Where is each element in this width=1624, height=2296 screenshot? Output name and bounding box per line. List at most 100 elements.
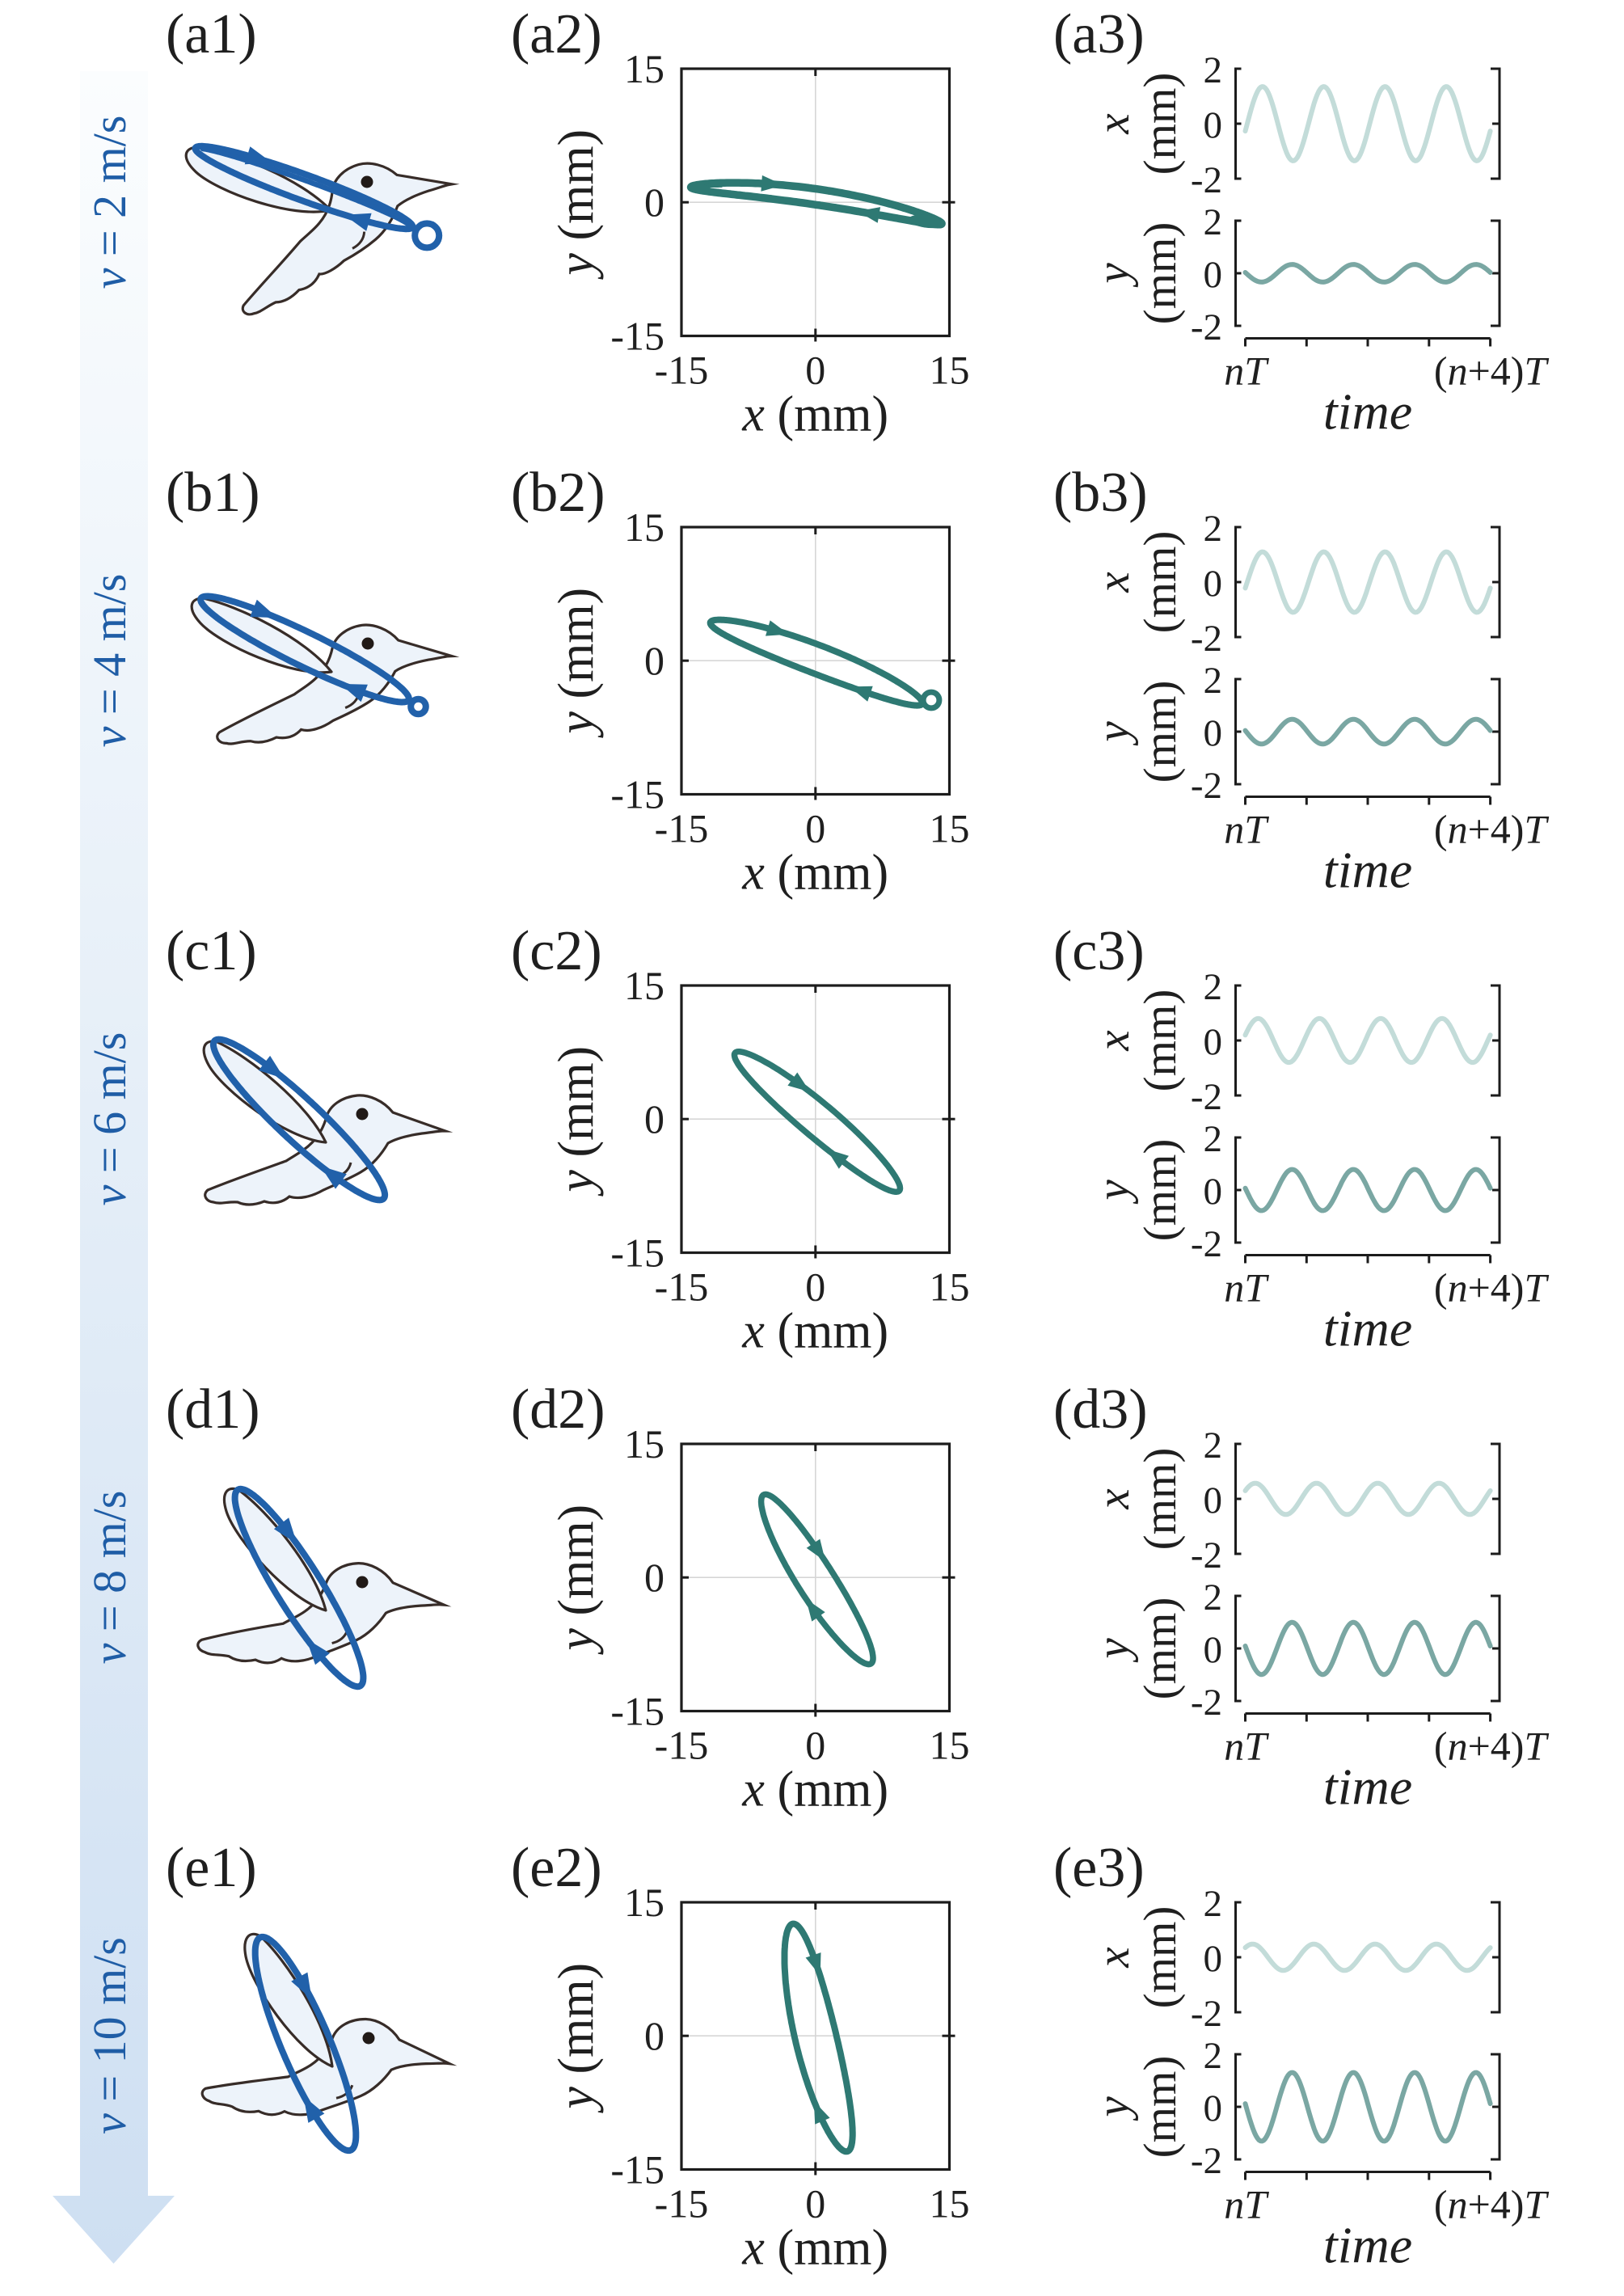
svg-text:(n+4)T: (n+4)T [1434, 348, 1550, 394]
svg-text:-2: -2 [1191, 1682, 1222, 1724]
svg-text:2: 2 [1204, 660, 1223, 702]
svg-text:(n+4)T: (n+4)T [1434, 2182, 1550, 2227]
svg-text:0: 0 [805, 806, 825, 851]
svg-text:(c2): (c2) [511, 920, 602, 982]
svg-text:2: 2 [1204, 966, 1223, 1008]
svg-text:-2: -2 [1191, 159, 1222, 201]
svg-text:v = 6 m/s: v = 6 m/s [83, 1032, 136, 1206]
svg-text:v = 4 m/s: v = 4 m/s [83, 574, 136, 748]
svg-text:-15: -15 [655, 2181, 709, 2226]
svg-text:(mm): (mm) [1135, 1597, 1186, 1700]
svg-text:(n+4)T: (n+4)T [1434, 1724, 1550, 1769]
svg-text:(mm): (mm) [1135, 1906, 1186, 2009]
svg-text:(mm): (mm) [1135, 531, 1186, 634]
svg-text:0: 0 [1204, 563, 1223, 605]
svg-text:time: time [1323, 1300, 1412, 1357]
svg-text:0: 0 [644, 179, 664, 225]
svg-text:0: 0 [644, 2013, 664, 2058]
svg-text:x (mm): x (mm) [741, 2221, 888, 2276]
svg-text:0: 0 [1204, 1629, 1223, 1671]
svg-text:0: 0 [1204, 104, 1223, 146]
svg-text:(e1): (e1) [166, 1837, 257, 1899]
svg-text:x: x [1088, 1947, 1139, 1968]
svg-text:-15: -15 [655, 1264, 709, 1310]
svg-text:0: 0 [644, 1096, 664, 1142]
svg-text:time: time [1323, 1758, 1412, 1816]
svg-text:y: y [1088, 263, 1139, 288]
svg-text:nT: nT [1224, 348, 1269, 394]
svg-text:2: 2 [1204, 1576, 1223, 1619]
svg-text:-2: -2 [1191, 1993, 1222, 2035]
svg-text:15: 15 [930, 2181, 970, 2226]
svg-text:2: 2 [1204, 508, 1223, 550]
svg-text:x (mm): x (mm) [741, 846, 888, 901]
svg-text:(c3): (c3) [1053, 920, 1145, 982]
svg-text:v = 2 m/s: v = 2 m/s [83, 116, 136, 289]
svg-text:0: 0 [805, 2181, 825, 2226]
svg-text:(mm): (mm) [1135, 73, 1186, 175]
svg-text:0: 0 [1204, 1171, 1223, 1213]
svg-text:y: y [1088, 1180, 1139, 1205]
svg-text:-2: -2 [1191, 618, 1222, 660]
svg-text:y: y [1088, 2096, 1139, 2121]
svg-text:v = 10 m/s: v = 10 m/s [83, 1937, 136, 2134]
svg-text:nT: nT [1224, 1265, 1269, 1310]
svg-text:-15: -15 [610, 2147, 664, 2193]
svg-text:v = 8 m/s: v = 8 m/s [83, 1491, 136, 1665]
svg-text:-2: -2 [1191, 306, 1222, 348]
svg-text:(d1): (d1) [166, 1378, 260, 1441]
svg-text:0: 0 [644, 638, 664, 683]
svg-text:x: x [1088, 572, 1139, 593]
svg-text:time: time [1323, 383, 1412, 441]
svg-text:(n+4)T: (n+4)T [1434, 1265, 1550, 1310]
svg-text:(c1): (c1) [166, 920, 257, 982]
svg-text:0: 0 [805, 1723, 825, 1768]
svg-text:(a3): (a3) [1053, 3, 1145, 65]
svg-text:(a1): (a1) [166, 3, 257, 65]
svg-text:15: 15 [624, 963, 664, 1008]
svg-text:(mm): (mm) [1135, 1139, 1186, 1242]
svg-text:15: 15 [624, 504, 664, 550]
svg-text:0: 0 [1204, 2087, 1223, 2129]
svg-text:-2: -2 [1191, 1076, 1222, 1118]
svg-text:(mm): (mm) [1135, 1448, 1186, 1551]
svg-text:-2: -2 [1191, 765, 1222, 807]
svg-text:15: 15 [930, 1723, 970, 1768]
svg-text:-15: -15 [610, 314, 664, 359]
svg-text:y (mm): y (mm) [549, 129, 604, 281]
svg-text:y: y [1088, 1638, 1139, 1663]
svg-text:0: 0 [1204, 254, 1223, 296]
svg-text:(d2): (d2) [511, 1378, 605, 1441]
svg-text:nT: nT [1224, 2182, 1269, 2227]
svg-text:15: 15 [930, 348, 970, 393]
svg-text:(mm): (mm) [1135, 681, 1186, 783]
svg-text:-15: -15 [610, 1230, 664, 1276]
svg-text:(mm): (mm) [1135, 990, 1186, 1092]
svg-text:(mm): (mm) [1135, 2056, 1186, 2159]
svg-text:15: 15 [930, 806, 970, 851]
svg-text:0: 0 [805, 348, 825, 393]
svg-text:y (mm): y (mm) [549, 1963, 604, 2114]
svg-text:(b3): (b3) [1053, 462, 1148, 524]
svg-text:nT: nT [1224, 807, 1269, 852]
svg-text:(d3): (d3) [1053, 1378, 1148, 1441]
svg-text:x: x [1088, 1030, 1139, 1051]
svg-text:-15: -15 [655, 348, 709, 393]
svg-text:y (mm): y (mm) [549, 1046, 604, 1197]
svg-text:2: 2 [1204, 49, 1223, 91]
svg-text:0: 0 [1204, 712, 1223, 754]
svg-text:(b2): (b2) [511, 462, 605, 524]
svg-text:0: 0 [644, 1555, 664, 1600]
svg-text:0: 0 [1204, 1021, 1223, 1063]
svg-text:x (mm): x (mm) [741, 387, 888, 442]
svg-text:x (mm): x (mm) [741, 1762, 888, 1817]
svg-text:2: 2 [1204, 2035, 1223, 2077]
svg-text:x: x [1088, 113, 1139, 134]
svg-text:y (mm): y (mm) [549, 588, 604, 739]
svg-text:(mm): (mm) [1135, 222, 1186, 325]
svg-text:15: 15 [624, 46, 664, 91]
svg-text:2: 2 [1204, 201, 1223, 243]
svg-text:15: 15 [624, 1421, 664, 1467]
svg-text:-15: -15 [610, 1689, 664, 1734]
svg-text:-2: -2 [1191, 1223, 1222, 1265]
